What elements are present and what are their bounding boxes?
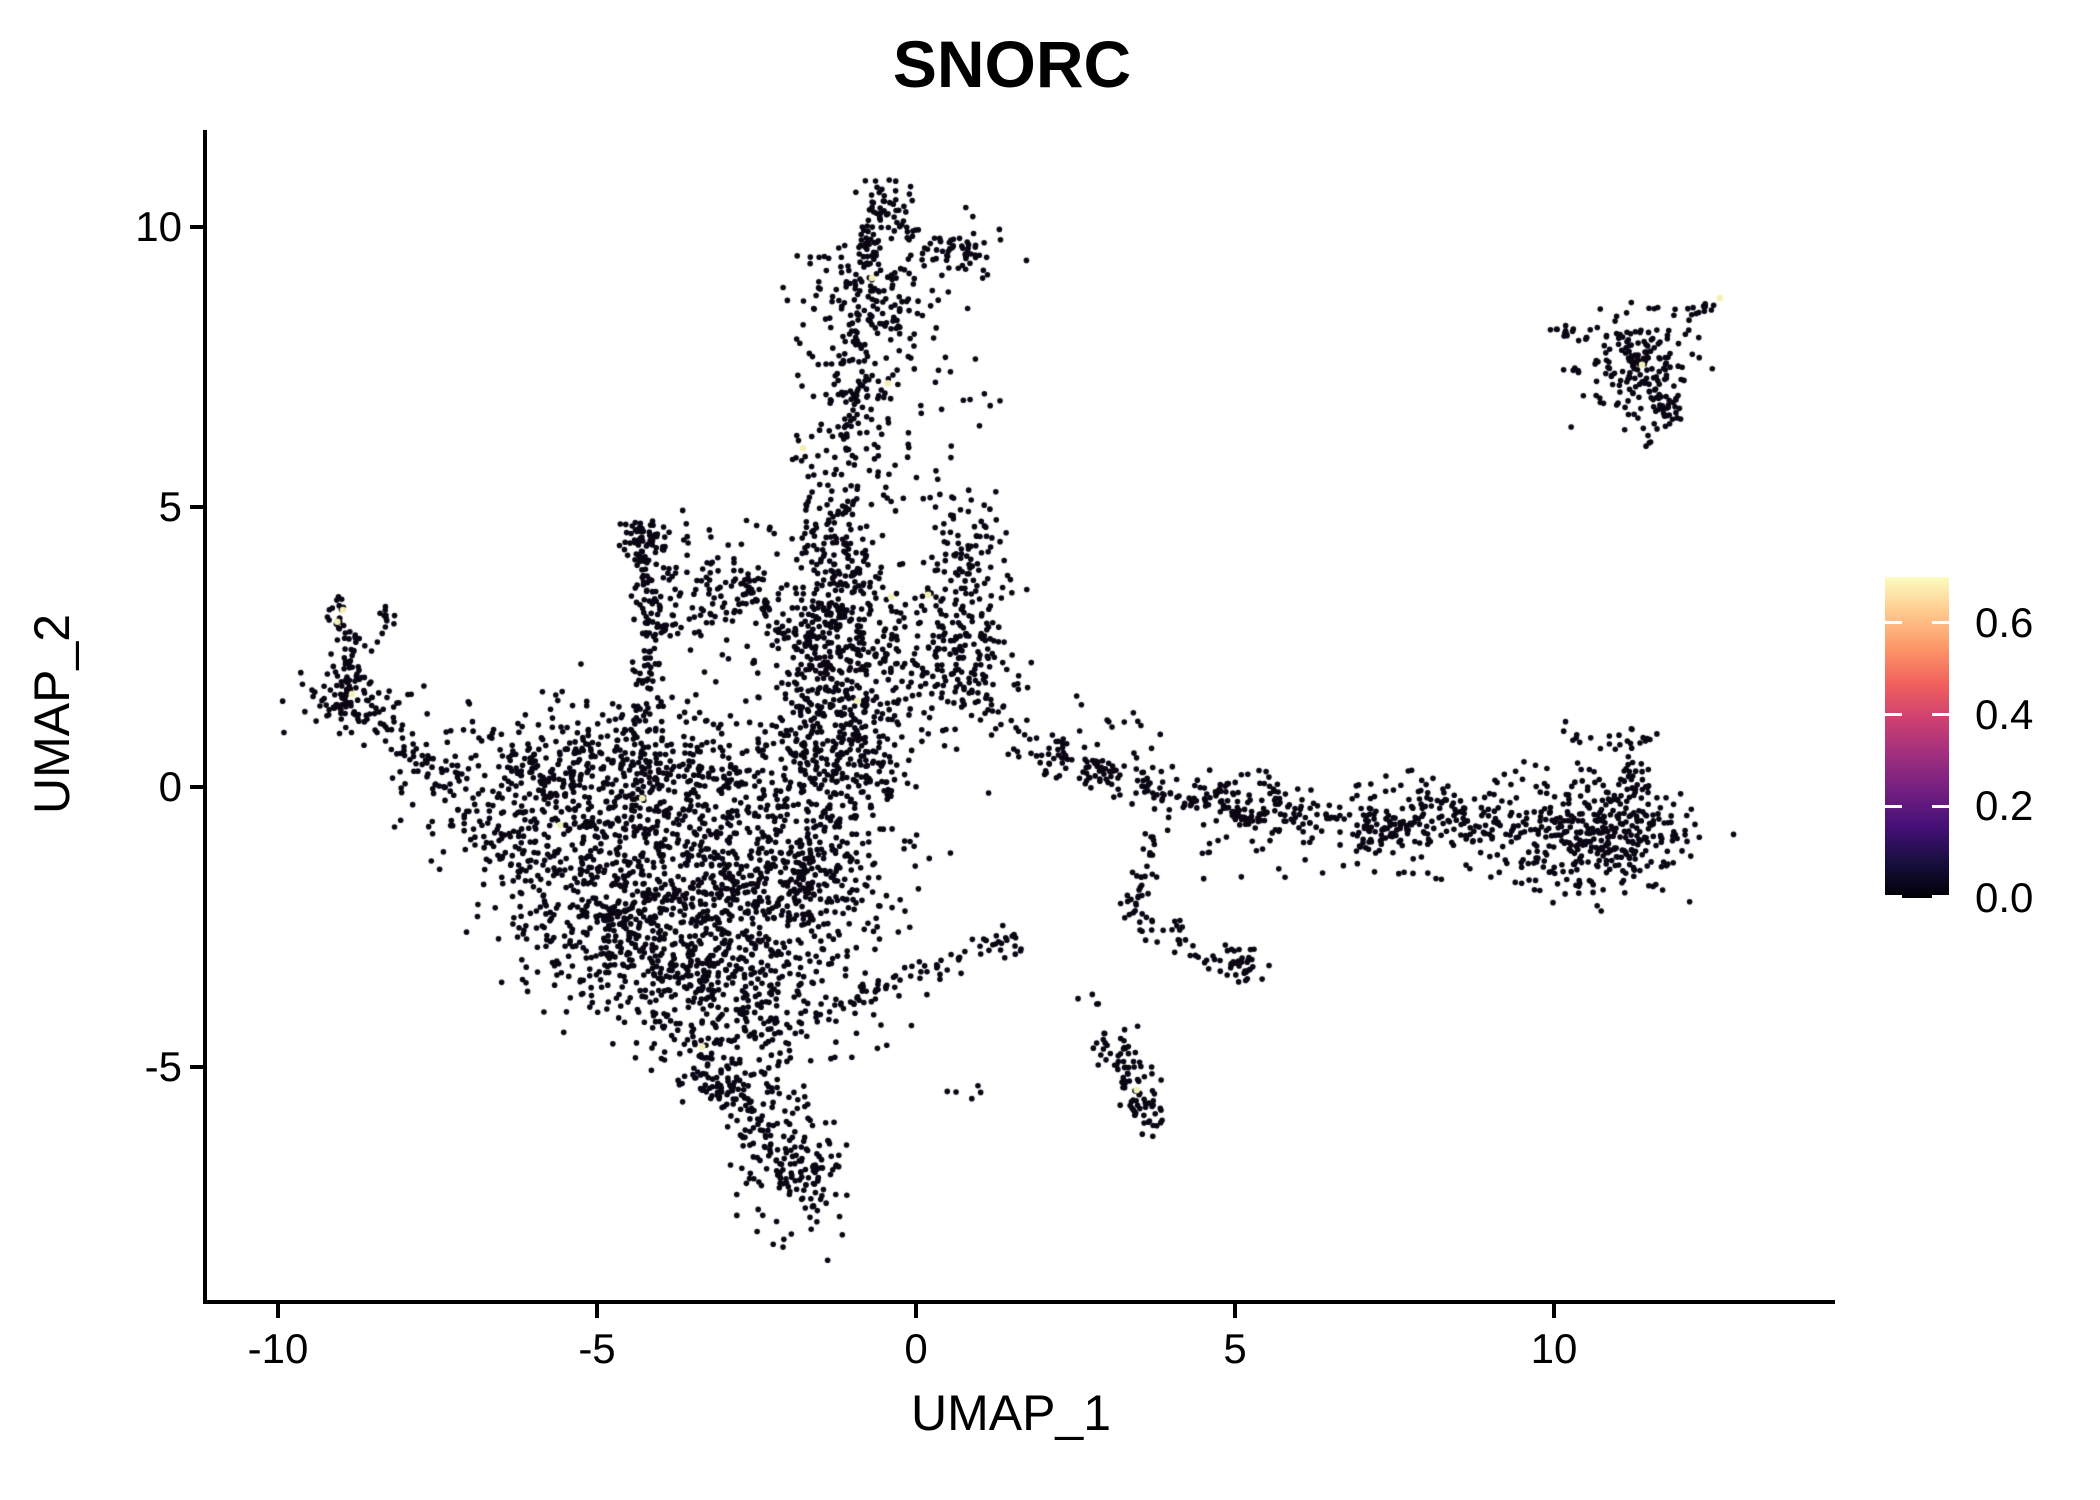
y-tick-mark xyxy=(190,505,205,509)
colorbar-legend xyxy=(1885,577,1949,898)
colorbar-tick-mark xyxy=(1885,621,1902,625)
x-tick-label: -10 xyxy=(247,1325,309,1372)
colorbar-tick-label: 0.0 xyxy=(1975,874,2034,921)
colorbar-tick-label: 0.4 xyxy=(1975,690,2034,738)
x-tick-mark xyxy=(1233,1304,1237,1318)
y-tick-label: 10 xyxy=(135,203,182,250)
colorbar-tick-label: 0.6 xyxy=(1975,598,2034,646)
colorbar-tick-mark xyxy=(1932,621,1949,625)
y-tick-mark xyxy=(190,225,205,229)
y-tick-mark xyxy=(190,785,205,789)
colorbar-tick-mark xyxy=(1885,804,1902,808)
y-tick-mark xyxy=(190,1065,205,1069)
colorbar-tick-label: 0.2 xyxy=(1975,782,2034,830)
x-tick-mark xyxy=(914,1304,918,1318)
y-tick-label: -5 xyxy=(144,1043,182,1090)
x-axis-label: UMAP_1 xyxy=(910,1385,1112,1441)
y-axis-label: UMAP_2 xyxy=(24,613,80,815)
colorbar-tick-mark xyxy=(1885,895,1902,898)
x-tick-mark xyxy=(595,1304,599,1318)
x-tick-label: 10 xyxy=(1530,1325,1578,1372)
colorbar-tick-mark xyxy=(1932,713,1949,717)
x-tick-label: 5 xyxy=(1223,1325,1247,1372)
colorbar-tick-mark xyxy=(1885,713,1902,717)
plot-title: SNORC xyxy=(892,27,1132,101)
colorbar-tick-mark xyxy=(1932,895,1949,898)
x-tick-mark xyxy=(276,1304,280,1318)
y-tick-label: 0 xyxy=(158,763,182,810)
x-tick-label: 0 xyxy=(904,1325,928,1372)
x-tick-mark xyxy=(1552,1304,1556,1318)
x-axis-line xyxy=(203,1300,1835,1304)
colorbar-tick-mark xyxy=(1932,804,1949,808)
x-tick-label: -5 xyxy=(578,1325,616,1372)
colorbar-gradient xyxy=(1885,577,1949,898)
y-axis-line xyxy=(203,130,207,1304)
y-tick-label: 5 xyxy=(158,483,182,530)
